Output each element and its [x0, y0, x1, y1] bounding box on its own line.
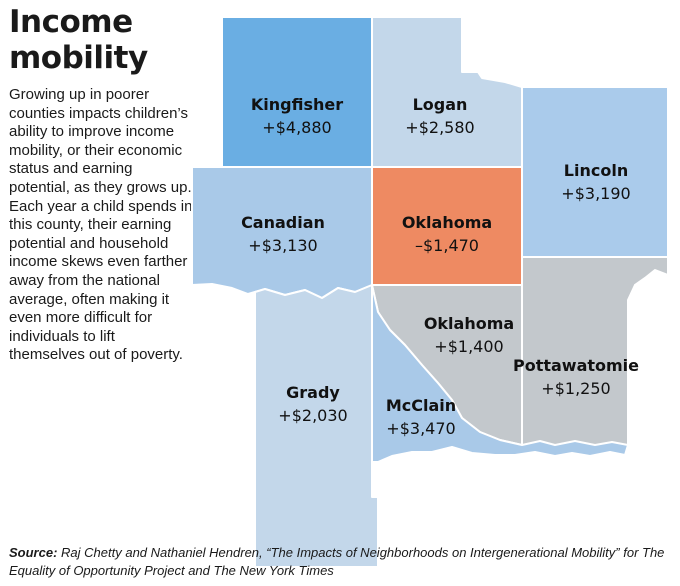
county-value-oklahoma-lower: +$1,400 [434, 337, 503, 356]
county-value-kingfisher: +$4,880 [262, 118, 331, 137]
county-logan[interactable] [371, 16, 523, 168]
county-label-logan: Logan [413, 95, 468, 114]
county-label-oklahoma-upper: Oklahoma [402, 213, 492, 232]
county-value-lincoln: +$3,190 [561, 184, 630, 203]
county-label-mcclain: McClain [386, 396, 456, 415]
county-value-pottawatomie: +$1,250 [541, 379, 610, 398]
county-label-lincoln: Lincoln [564, 161, 628, 180]
source-text: Raj Chetty and Nathaniel Hendren, “The I… [9, 545, 665, 578]
source-label: Source: [9, 545, 58, 560]
county-label-pottawatomie: Pottawatomie [513, 356, 639, 375]
county-value-oklahoma-upper: –$1,470 [415, 236, 479, 255]
county-grady[interactable] [254, 284, 379, 568]
county-label-oklahoma-lower: Oklahoma [424, 314, 514, 333]
county-labels: Kingfisher +$4,880 Logan +$2,580 Lincoln… [241, 95, 639, 438]
county-value-logan: +$2,580 [405, 118, 474, 137]
county-label-grady: Grady [286, 383, 340, 402]
county-canadian[interactable] [191, 166, 373, 299]
description-text: Growing up in poorer counties impacts ch… [9, 86, 193, 364]
county-value-grady: +$2,030 [278, 406, 347, 425]
county-value-canadian: +$3,130 [248, 236, 317, 255]
county-label-kingfisher: Kingfisher [251, 95, 343, 114]
source-note: Source: Raj Chetty and Nathaniel Hendren… [9, 544, 669, 580]
county-value-mcclain: +$3,470 [386, 419, 455, 438]
county-kingfisher[interactable] [221, 16, 373, 168]
county-mcclain[interactable] [371, 284, 629, 463]
county-pottawatomie[interactable] [521, 256, 669, 446]
county-label-canadian: Canadian [241, 213, 325, 232]
page-title: Income mobility [9, 4, 148, 76]
